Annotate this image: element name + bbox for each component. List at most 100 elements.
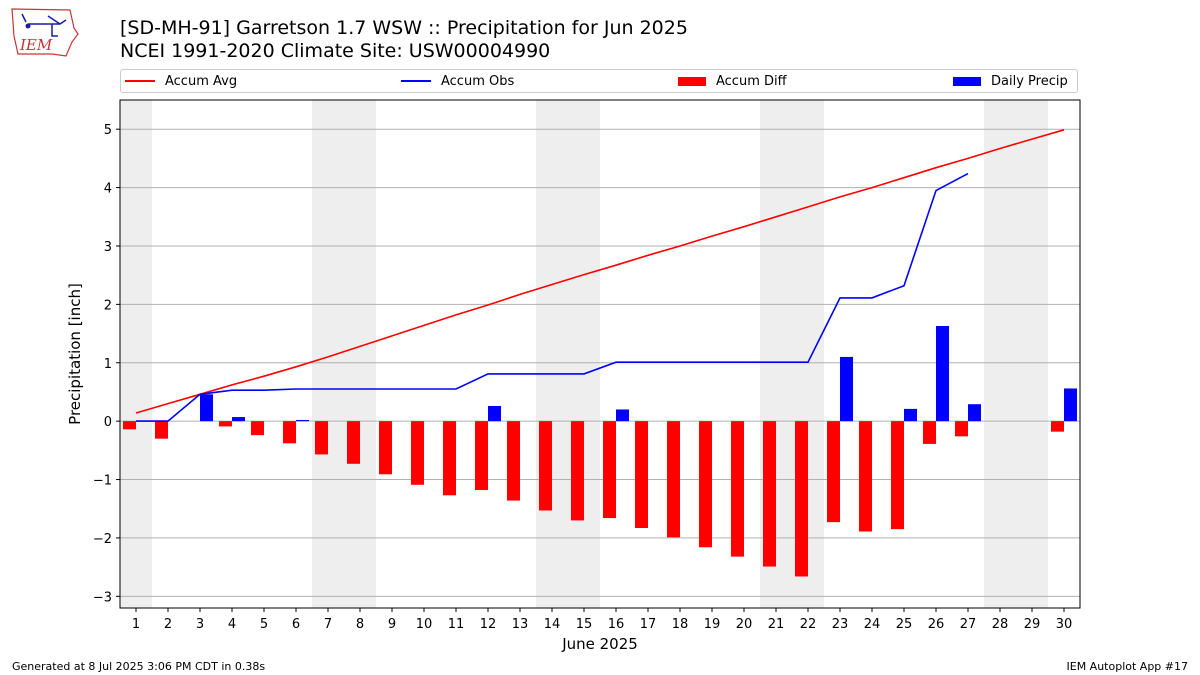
accum-diff-bar	[347, 421, 360, 464]
legend-item-daily-precip: Daily Precip	[953, 70, 1068, 92]
x-tick-label: 9	[388, 617, 396, 632]
x-tick-label: 22	[800, 617, 817, 632]
x-tick-label: 2	[164, 617, 172, 632]
y-tick-label: −3	[93, 590, 112, 605]
daily-precip-bar	[232, 417, 245, 422]
accum-obs-line	[136, 172, 969, 422]
legend-label: Accum Avg	[165, 73, 238, 89]
daily-precip-bar	[936, 325, 949, 422]
weekend-shade	[1016, 100, 1048, 608]
accum-diff-bar	[539, 421, 552, 511]
accum-diff-bar	[827, 421, 840, 523]
accum-diff-bar	[379, 421, 392, 475]
x-tick-label: 1	[132, 617, 140, 632]
legend-swatch	[125, 80, 155, 82]
legend-item-accum-diff: Accum Diff	[678, 70, 787, 92]
weekend-shade	[536, 100, 568, 608]
x-tick-label: 20	[736, 617, 753, 632]
x-tick-label: 18	[672, 617, 689, 632]
daily-precip-bar	[488, 405, 501, 422]
daily-precip-bar	[840, 356, 853, 422]
daily-precip-bar	[616, 409, 629, 422]
accum-diff-bar	[603, 421, 616, 519]
y-tick-label: 1	[104, 357, 112, 372]
legend-label: Accum Diff	[716, 73, 787, 89]
y-tick-label: 2	[104, 298, 112, 313]
x-tick-label: 7	[324, 617, 332, 632]
accum-diff-bar	[667, 421, 680, 538]
accum-diff-bar	[731, 421, 744, 557]
iem-logo: IEM	[11, 8, 79, 57]
accum-diff-bar	[1051, 421, 1064, 432]
x-tick-label: 21	[768, 617, 785, 632]
x-tick-label: 17	[640, 617, 657, 632]
accum-avg-line	[135, 129, 1065, 414]
accum-diff-bar	[123, 421, 136, 430]
x-tick-label: 15	[576, 617, 593, 632]
iowa-outline-icon	[11, 8, 79, 57]
accum-diff-bar	[859, 421, 872, 532]
footer-generated: Generated at 8 Jul 2025 3:06 PM CDT in 0…	[12, 660, 266, 673]
accum-diff-bar	[955, 421, 968, 437]
y-tick-label: −1	[93, 474, 112, 489]
accum-diff-bar	[315, 421, 328, 455]
accum-diff-bar	[507, 421, 520, 501]
accum-diff-bar	[699, 421, 712, 548]
x-tick-label: 24	[864, 617, 881, 632]
daily-precip-bar	[968, 404, 981, 422]
y-tick-label: −2	[93, 532, 112, 547]
x-tick-label: 27	[960, 617, 977, 632]
accum-diff-bar	[251, 421, 264, 436]
legend-label: Accum Obs	[441, 73, 515, 89]
legend-swatch	[678, 76, 706, 86]
weekend-shade	[120, 100, 152, 608]
x-tick-label: 12	[480, 617, 497, 632]
legend-item-accum-avg: Accum Avg	[125, 70, 237, 92]
daily-precip-bar	[1064, 388, 1077, 422]
y-tick-label: 4	[104, 182, 112, 197]
daily-precip-bar	[200, 394, 213, 422]
x-tick-label: 19	[704, 617, 721, 632]
accum-diff-bar	[923, 421, 936, 444]
x-tick-label: 11	[448, 617, 465, 632]
y-axis-label: Precipitation [inch]	[66, 283, 84, 425]
svg-text:IEM: IEM	[19, 36, 53, 54]
x-tick-label: 10	[416, 617, 433, 632]
daily-precip-bar	[904, 408, 917, 422]
accum-diff-bar	[795, 421, 808, 577]
accum-diff-bar	[411, 421, 424, 485]
x-axis-label: June 2025	[561, 635, 638, 653]
y-tick-label: 0	[104, 415, 112, 430]
weekend-shade	[984, 100, 1016, 608]
y-tick-label: 3	[104, 240, 112, 255]
accum-diff-bar	[635, 421, 648, 529]
x-tick-label: 26	[928, 617, 945, 632]
legend-swatch	[401, 80, 431, 82]
x-tick-label: 13	[512, 617, 529, 632]
accum-diff-bar	[571, 421, 584, 521]
x-tick-label: 25	[896, 617, 913, 632]
x-tick-label: 6	[292, 617, 300, 632]
y-tick-label: 5	[104, 123, 112, 138]
chart-title: [SD-MH-91] Garretson 1.7 WSW :: Precipit…	[120, 17, 688, 39]
x-tick-label: 5	[260, 617, 268, 632]
x-tick-label: 16	[608, 617, 625, 632]
footer-app: IEM Autoplot App #17	[1066, 660, 1189, 673]
chart-subtitle: NCEI 1991-2020 Climate Site: USW00004990	[120, 40, 551, 62]
accum-diff-bar	[763, 421, 776, 567]
legend: Accum Avg Accum Obs Accum Diff Daily Pre…	[120, 69, 1078, 93]
legend-swatch	[953, 76, 981, 86]
x-tick-label: 30	[1056, 617, 1073, 632]
accum-diff-bar	[155, 421, 168, 439]
weekend-shade	[344, 100, 376, 608]
x-tick-label: 3	[196, 617, 204, 632]
x-tick-label: 23	[832, 617, 849, 632]
accum-diff-bar	[283, 421, 296, 444]
x-tick-label: 14	[544, 617, 561, 632]
x-tick-label: 28	[992, 617, 1009, 632]
accum-diff-bar	[891, 421, 904, 530]
accum-diff-bar	[443, 421, 456, 496]
accum-diff-bar	[219, 421, 232, 427]
legend-label: Daily Precip	[991, 73, 1068, 89]
